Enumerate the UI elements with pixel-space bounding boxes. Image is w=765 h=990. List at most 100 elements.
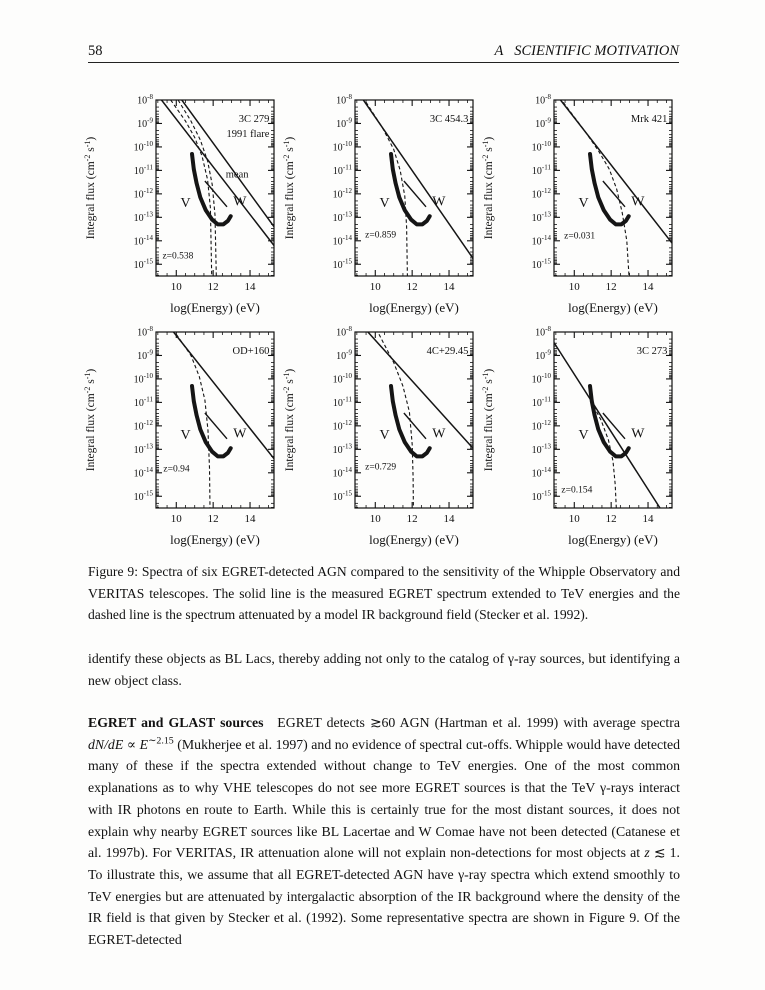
svg-text:Integral flux (cm-2 s-1): Integral flux (cm-2 s-1) (83, 369, 97, 472)
svg-text:W: W (631, 427, 645, 442)
spectrum-panel-3c-454-3: 10 12 14 10-8 10-9 10-10 10-11 10-12 10-13 10-14 1… (282, 93, 474, 315)
svg-text:10-14: 10-14 (333, 234, 353, 248)
svg-text:10-13: 10-13 (134, 210, 154, 224)
svg-text:z=0.031: z=0.031 (564, 231, 595, 241)
svg-text:10-14: 10-14 (532, 466, 552, 480)
paragraph-egret-glast: EGRET and GLAST sources EGRET detects ≳6… (88, 712, 680, 951)
svg-text:10: 10 (569, 513, 581, 525)
svg-text:10-12: 10-12 (532, 419, 552, 433)
svg-text:log(Energy) (eV): log(Energy) (eV) (170, 300, 260, 315)
svg-text:10-15: 10-15 (532, 257, 552, 271)
svg-text:log(Energy) (eV): log(Energy) (eV) (170, 532, 260, 547)
svg-text:log(Energy) (eV): log(Energy) (eV) (369, 300, 459, 315)
svg-text:12: 12 (407, 513, 418, 525)
svg-text:10-11: 10-11 (134, 395, 154, 409)
svg-text:10-9: 10-9 (137, 348, 153, 362)
header-rule (88, 62, 679, 63)
running-head: A SCIENTIFIC MOTIVATION (494, 43, 679, 59)
svg-text:14: 14 (444, 281, 456, 293)
svg-text:3C 273: 3C 273 (637, 346, 668, 357)
svg-text:3C 454.3: 3C 454.3 (430, 114, 469, 125)
svg-text:10: 10 (370, 281, 382, 293)
svg-text:10-11: 10-11 (333, 163, 353, 177)
text-segment: ∝ (123, 736, 140, 752)
figure-9: 10 12 14 10-8 10-9 10-10 10-11 10-12 10-13 10-14 1… (82, 90, 682, 550)
svg-text:10-10: 10-10 (134, 140, 154, 154)
svg-text:10-12: 10-12 (532, 187, 552, 201)
svg-text:10-10: 10-10 (532, 372, 552, 386)
svg-text:10-14: 10-14 (532, 234, 552, 248)
svg-text:W: W (631, 195, 645, 210)
text-segment: (Mukherjee et al. 1997) and no evidence … (88, 736, 680, 861)
spectrum-panel-od-160: 10 12 14 10-8 10-9 10-10 10-11 10-12 10-13 10-14 1… (83, 325, 275, 547)
svg-text:10-9: 10-9 (336, 348, 352, 362)
svg-text:10-10: 10-10 (333, 140, 353, 154)
svg-text:10-12: 10-12 (333, 187, 353, 201)
svg-text:W: W (432, 195, 446, 210)
svg-text:10-13: 10-13 (333, 442, 353, 456)
text-segment: EGRET detects ≳60 AGN (Hartman et al. 19… (263, 715, 680, 730)
svg-text:10-8: 10-8 (535, 325, 551, 339)
svg-text:10-8: 10-8 (137, 325, 153, 339)
figure-caption: Figure 9: Spectra of six EGRET-detected … (88, 564, 680, 622)
svg-text:10-8: 10-8 (137, 93, 153, 107)
spectrum-panel-4c-29-45: 10 12 14 10-8 10-9 10-10 10-11 10-12 10-13 10-14 1… (282, 325, 474, 547)
svg-text:10-12: 10-12 (134, 187, 154, 201)
svg-text:10-9: 10-9 (535, 348, 551, 362)
svg-text:14: 14 (643, 281, 655, 293)
svg-text:12: 12 (606, 281, 617, 293)
svg-text:10: 10 (569, 281, 581, 293)
text-segment: ≲ 1. To illustrate this, we assume that … (88, 845, 680, 948)
svg-text:10-15: 10-15 (134, 257, 154, 271)
svg-text:OD+160: OD+160 (233, 346, 270, 357)
svg-text:10-14: 10-14 (134, 466, 154, 480)
svg-text:10-9: 10-9 (336, 116, 352, 130)
svg-text:10-15: 10-15 (532, 489, 552, 503)
svg-text:Integral flux (cm-2 s-1): Integral flux (cm-2 s-1) (83, 137, 97, 240)
svg-text:14: 14 (245, 281, 257, 293)
svg-text:10-13: 10-13 (333, 210, 353, 224)
svg-text:Integral flux (cm-2 s-1): Integral flux (cm-2 s-1) (481, 369, 495, 472)
svg-text:z=0.538: z=0.538 (162, 251, 193, 261)
svg-text:Integral flux (cm-2 s-1): Integral flux (cm-2 s-1) (481, 137, 495, 240)
svg-text:W: W (233, 427, 247, 442)
svg-text:W: W (233, 195, 247, 210)
text-segment: z (644, 845, 650, 861)
spectrum-panel-mrk-421: 10 12 14 10-8 10-9 10-10 10-11 10-12 10-13 10-14 1… (481, 93, 673, 315)
svg-text:14: 14 (245, 513, 257, 525)
svg-text:14: 14 (643, 513, 655, 525)
text-segment: dN/dE (88, 736, 124, 752)
svg-text:z=0.154: z=0.154 (561, 486, 592, 496)
svg-text:10-11: 10-11 (532, 163, 552, 177)
svg-text:z=0.859: z=0.859 (365, 230, 396, 240)
svg-text:10-12: 10-12 (134, 419, 154, 433)
svg-text:10-15: 10-15 (134, 489, 154, 503)
svg-text:V: V (578, 196, 588, 211)
svg-text:V: V (180, 196, 190, 211)
svg-text:3C 279: 3C 279 (239, 114, 270, 125)
svg-text:10-10: 10-10 (333, 372, 353, 386)
figure-row-1: 10 12 14 10-8 10-9 10-10 10-11 10-12 10-13 10-14 1… (82, 90, 682, 318)
text-segment: E (139, 736, 149, 752)
svg-text:10-15: 10-15 (333, 489, 353, 503)
svg-text:10-10: 10-10 (532, 140, 552, 154)
svg-text:10-11: 10-11 (134, 163, 154, 177)
svg-text:z=0.94: z=0.94 (163, 465, 189, 475)
svg-text:10-13: 10-13 (532, 442, 552, 456)
svg-text:V: V (180, 428, 190, 443)
svg-text:Integral flux (cm-2 s-1): Integral flux (cm-2 s-1) (282, 137, 296, 240)
svg-text:V: V (578, 428, 588, 443)
spectrum-panel-3c-273: 10 12 14 10-8 10-9 10-10 10-11 10-12 10-13 10-14 1… (481, 325, 673, 547)
svg-text:1991 flare: 1991 flare (227, 129, 270, 140)
svg-text:10: 10 (370, 513, 382, 525)
svg-text:V: V (379, 196, 389, 211)
svg-text:log(Energy) (eV): log(Energy) (eV) (568, 300, 658, 315)
svg-text:10-15: 10-15 (333, 257, 353, 271)
svg-text:10-14: 10-14 (333, 466, 353, 480)
svg-text:12: 12 (407, 281, 418, 293)
svg-text:Integral flux (cm-2 s-1): Integral flux (cm-2 s-1) (282, 369, 296, 472)
svg-text:log(Energy) (eV): log(Energy) (eV) (369, 532, 459, 547)
svg-text:10-8: 10-8 (336, 325, 352, 339)
text-segment: ∼2.15 (148, 735, 174, 747)
